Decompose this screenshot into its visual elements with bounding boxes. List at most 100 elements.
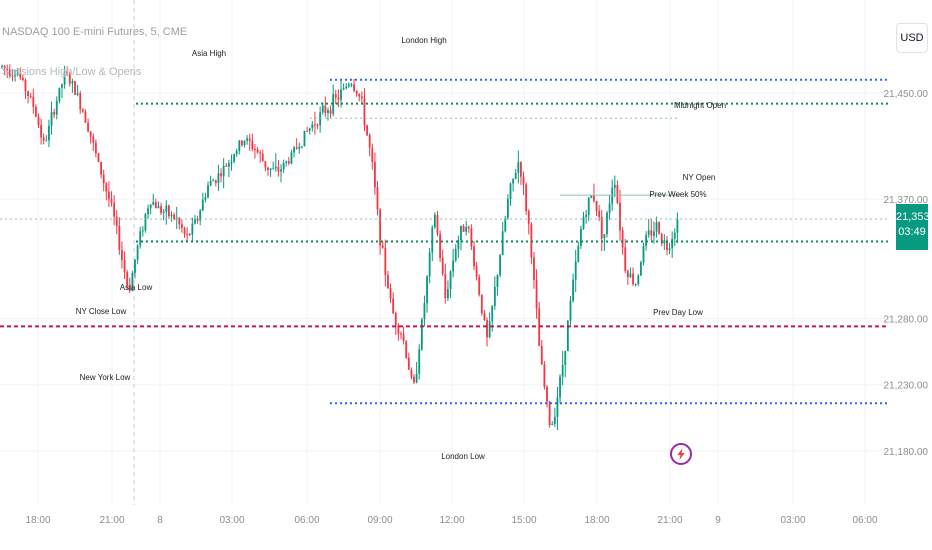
candle-body	[353, 84, 355, 91]
candle-body	[19, 73, 22, 78]
candle-body	[259, 152, 262, 154]
candle-body	[363, 98, 366, 126]
candle-body	[355, 90, 358, 94]
candle-body	[136, 245, 139, 260]
y-tick-label: 21,230.00	[884, 381, 929, 392]
candle-body	[74, 81, 76, 95]
candle-body	[183, 227, 186, 234]
candle-body	[384, 247, 387, 275]
candle-body	[110, 199, 113, 203]
candle-body	[650, 230, 653, 236]
candle-body	[48, 125, 50, 141]
candle-body	[587, 197, 590, 215]
candle-body	[572, 279, 574, 301]
candle-body	[373, 162, 376, 188]
candle-body	[277, 166, 280, 172]
candle-body	[514, 172, 517, 179]
candle-body	[285, 161, 288, 164]
candle-body	[165, 205, 168, 212]
candle-body	[340, 89, 342, 100]
candle-body	[512, 178, 515, 184]
candle-body	[405, 340, 408, 358]
candle-body	[287, 161, 290, 164]
last-price-tag: 21,353.25 03:49	[896, 204, 932, 250]
candle-body	[194, 219, 196, 224]
candle-body	[407, 357, 410, 370]
candle-body	[115, 216, 118, 226]
candle-body	[486, 319, 488, 338]
candle-body	[181, 224, 183, 228]
candle-body	[509, 183, 512, 200]
candle-body	[251, 140, 254, 149]
candle-body	[34, 106, 37, 117]
candle-body	[306, 130, 309, 132]
candle-body	[280, 169, 282, 172]
candle-body	[666, 240, 668, 251]
currency-button[interactable]: USD	[896, 23, 928, 53]
candle-body	[379, 209, 382, 246]
candle-body	[637, 275, 640, 284]
candle-body	[371, 147, 374, 163]
candle-body	[655, 222, 658, 232]
candle-body	[126, 272, 129, 286]
candle-body	[449, 271, 452, 290]
annotation-label: Asia High	[192, 49, 226, 58]
candle-body	[11, 75, 14, 77]
candle-body	[21, 77, 24, 80]
candle-body	[527, 211, 530, 225]
candle-body	[548, 401, 551, 425]
candle-body	[439, 234, 442, 259]
candle-body	[653, 231, 655, 236]
bar-countdown: 03:49	[898, 226, 926, 238]
candle-body	[504, 218, 507, 232]
candle-body	[447, 289, 449, 299]
candle-body	[254, 148, 256, 150]
candle-body	[621, 230, 624, 248]
candle-body	[300, 146, 303, 148]
candle-body	[113, 202, 116, 217]
candle-body	[350, 84, 353, 86]
candle-body	[462, 225, 465, 232]
lightning-logo-icon	[670, 443, 692, 465]
candle-body	[676, 219, 679, 233]
candle-body	[337, 97, 340, 100]
candle-body	[493, 286, 496, 306]
candle-body	[347, 84, 350, 87]
candle-body	[368, 135, 371, 148]
candle-body	[366, 125, 368, 136]
candle-body	[452, 260, 455, 272]
candle-body	[525, 184, 528, 212]
candle-body	[522, 176, 525, 185]
candle-body	[274, 166, 277, 169]
candle-body	[128, 285, 131, 292]
candle-body	[358, 93, 361, 97]
candle-body	[188, 234, 191, 236]
candle-body	[94, 142, 97, 154]
candle-body	[293, 147, 295, 153]
candle-body	[441, 258, 444, 275]
candle-body	[431, 227, 434, 253]
candle-body	[520, 162, 522, 177]
candle-body	[319, 112, 322, 126]
x-tick-label: 09:00	[367, 515, 392, 526]
candle-body	[40, 125, 43, 138]
candle-body	[214, 180, 217, 184]
candle-body	[29, 96, 32, 98]
candle-body	[595, 200, 598, 211]
candle-body	[634, 283, 637, 285]
candle-body	[220, 173, 222, 177]
candle-body	[626, 270, 629, 278]
candle-body	[209, 180, 212, 186]
x-tick-label: 03:00	[219, 515, 244, 526]
candle-body	[488, 321, 491, 338]
candle-body	[616, 184, 619, 203]
candle-body	[619, 202, 621, 231]
annotation-label: Asia Low	[120, 283, 153, 292]
candle-body	[642, 245, 645, 263]
candle-body	[603, 234, 606, 239]
candle-body	[186, 233, 189, 235]
candle-body	[491, 305, 494, 322]
candle-body	[629, 273, 632, 278]
candle-body	[582, 216, 585, 229]
